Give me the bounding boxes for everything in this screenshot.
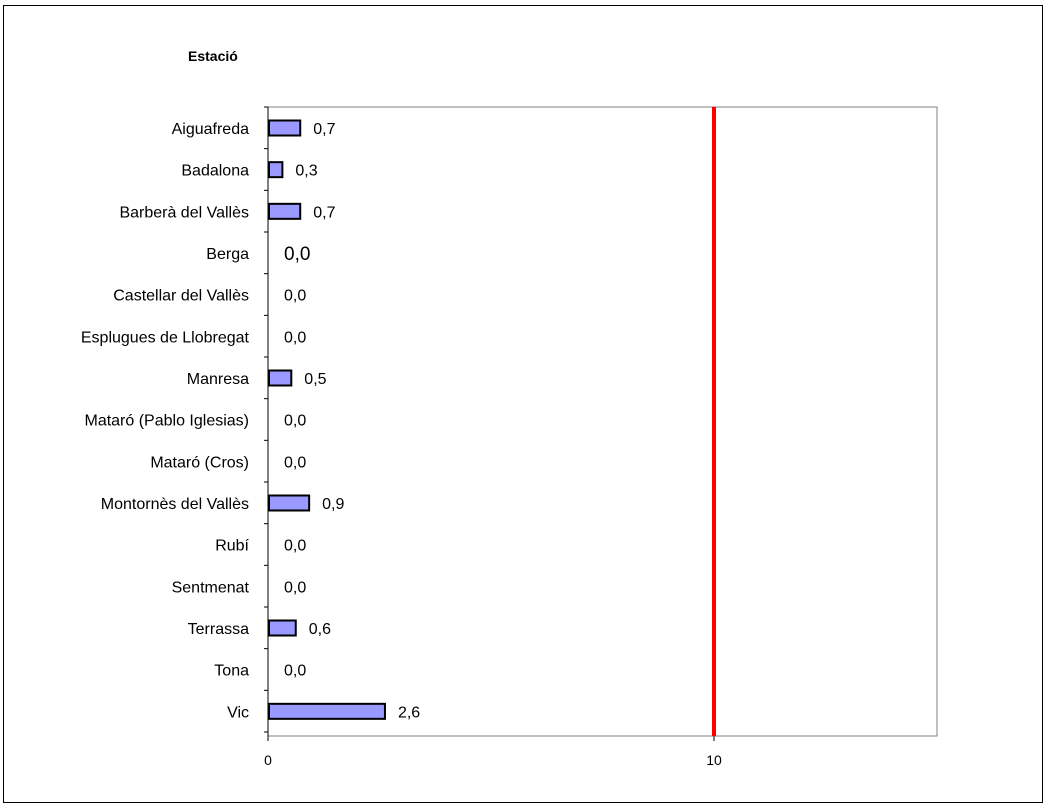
data-label: 0,0 xyxy=(284,288,306,305)
category-label: Rubí xyxy=(215,538,249,555)
y-axis-ticks xyxy=(264,106,268,733)
category-label: Montornès del Vallès xyxy=(101,496,249,513)
category-label: Barberà del Vallès xyxy=(119,204,249,221)
category-label: Manresa xyxy=(187,371,249,388)
data-label: 0,0 xyxy=(284,663,306,680)
x-tick-label: 0 xyxy=(264,752,272,768)
data-label: 0,0 xyxy=(284,244,310,265)
bar xyxy=(268,494,311,512)
category-label: Mataró (Pablo Iglesias) xyxy=(84,413,249,430)
category-label: Tona xyxy=(214,663,249,680)
bar xyxy=(268,369,293,387)
bars xyxy=(268,119,386,720)
data-label: 0,0 xyxy=(284,329,306,346)
bar xyxy=(268,202,302,220)
x-axis: 0 10 xyxy=(264,107,722,768)
category-label: Terrassa xyxy=(188,621,249,638)
x-tick-label: 10 xyxy=(706,752,722,768)
bar xyxy=(268,702,386,720)
data-label: 0,6 xyxy=(309,621,331,638)
data-label: 2,6 xyxy=(398,704,420,721)
data-label: 0,0 xyxy=(284,538,306,555)
data-label: 0,0 xyxy=(284,454,306,471)
category-label: Aiguafreda xyxy=(172,121,249,138)
category-label: Sentmenat xyxy=(172,579,250,596)
category-label: Esplugues de Llobregat xyxy=(81,329,250,346)
chart-frame xyxy=(3,5,1043,803)
data-labels: 0,7 0,3 0,7 0,0 0,0 0,0 0,5 0,0 0,0 0,9 0,0 0,0 0,6 0… xyxy=(284,121,420,721)
data-label: 0,0 xyxy=(284,579,306,596)
plot-area xyxy=(267,106,938,737)
category-label: Badalona xyxy=(181,163,249,180)
category-label: Mataró (Cros) xyxy=(150,454,249,471)
data-label: 0,7 xyxy=(313,204,335,221)
chart-title: Estació xyxy=(188,48,238,64)
data-label: 0,5 xyxy=(304,371,326,388)
data-label: 0,0 xyxy=(284,413,306,430)
category-labels: Aiguafreda Badalona Barberà del Vallès Berg… xyxy=(81,121,250,721)
bar xyxy=(268,619,297,637)
data-label: 0,9 xyxy=(322,496,344,513)
category-label: Castellar del Vallès xyxy=(113,288,249,305)
bar xyxy=(268,119,302,137)
category-label: Vic xyxy=(227,704,249,721)
category-label: Berga xyxy=(206,246,249,263)
data-label: 0,3 xyxy=(295,163,317,180)
bar xyxy=(268,161,284,179)
data-label: 0,7 xyxy=(313,121,335,138)
